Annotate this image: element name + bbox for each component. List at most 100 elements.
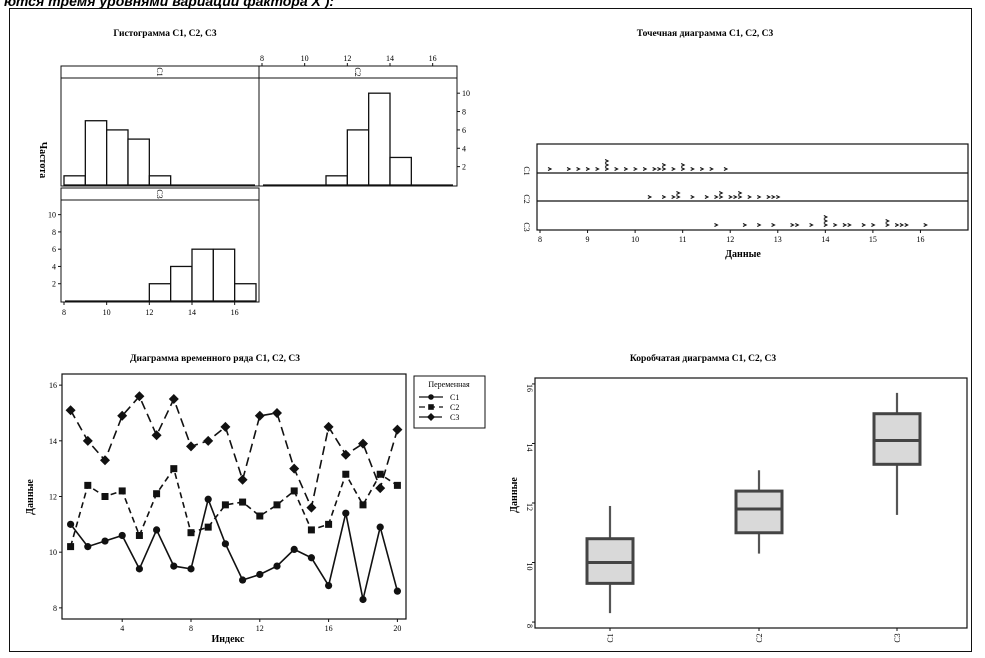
dotplot-dot: [671, 195, 676, 199]
timeseries-point: [151, 430, 162, 441]
timeseries-ytick-label: 8: [53, 604, 57, 613]
timeseries-point: [204, 523, 212, 531]
dotplot-dot: [795, 223, 800, 227]
timeseries-point: [204, 495, 212, 503]
timeseries-point: [342, 470, 350, 478]
timeseries-point: [323, 421, 334, 432]
histogram-xtick-label: 8: [260, 54, 264, 63]
histogram-bar: [84, 120, 108, 186]
timeseries-point: [375, 483, 386, 494]
dotplot-dot: [833, 223, 838, 227]
timeseries-point: [340, 449, 351, 460]
timeseries-point: [392, 424, 403, 435]
boxplot-title: Коробчатая диаграмма C1, C2, C3: [630, 353, 776, 364]
dotplot-dot: [676, 195, 681, 199]
timeseries-point: [256, 512, 264, 520]
dotplot-dot: [771, 195, 776, 199]
histogram-panel-label: C1: [155, 67, 164, 76]
histogram-bar: [191, 248, 214, 302]
dotplot-dot: [652, 167, 657, 171]
timeseries-ytick-label: 10: [49, 548, 57, 557]
dotplot-dot: [737, 191, 743, 195]
dotplot-dot: [690, 167, 695, 171]
histogram-bar: [325, 175, 348, 186]
timeseries-point: [187, 565, 195, 573]
histogram-panel-c2: C2 2 4 6 8 10 8 10 12 14 16: [258, 54, 470, 187]
timeseries-point: [203, 435, 214, 446]
timeseries-point: [342, 509, 350, 517]
timeseries-point: [237, 474, 248, 485]
timeseries-point: [118, 531, 126, 540]
histogram-bar: [148, 175, 172, 186]
timeseries-point: [376, 523, 384, 531]
boxplot-box: [734, 489, 784, 535]
dotplot-title: Точечная диаграмма C1, C2, C3: [637, 29, 774, 39]
timeseries-point: [376, 470, 384, 478]
timeseries-line-c1: [69, 496, 399, 600]
histogram-xtick-label: 12: [145, 308, 153, 317]
timeseries-point: [135, 565, 143, 573]
dotplot-dot: [566, 167, 572, 171]
boxplot-xtick-label: C2: [755, 633, 764, 642]
timeseries-point: [359, 595, 367, 604]
dotplot-dot: [604, 167, 610, 171]
dotplot-chart: Точечная диаграмма C1, C2, C3 C1 C2 C3 8 9 10 1…: [522, 29, 969, 260]
timeseries-point: [290, 545, 298, 553]
timeseries-point: [101, 537, 109, 545]
dotplot-dot: [714, 195, 719, 199]
dotplot-dot: [690, 195, 695, 199]
legend-frame: [413, 375, 486, 429]
boxplot-chart: Коробчатая диаграмма C1, C2, C3 C1 C2 C3 8 10…: [509, 353, 968, 643]
timeseries-point: [67, 520, 75, 528]
boxplot-ytick-label: 12: [525, 503, 534, 511]
timeseries-point: [170, 562, 178, 570]
histogram-ytick-label: 2: [52, 280, 56, 289]
dotplot-dot: [823, 219, 829, 223]
timeseries-point: [393, 587, 401, 595]
histogram-bar: [234, 283, 257, 302]
boxplot-ylabel: Данные: [509, 477, 520, 513]
timeseries-point: [307, 526, 315, 534]
timeseries-title: Диаграмма временного ряда C1, C2, C3: [130, 354, 300, 364]
timeseries-point: [84, 481, 92, 489]
timeseries-ytick-label: 14: [49, 437, 57, 446]
dotplot-dot: [633, 167, 638, 171]
timeseries-point: [254, 410, 265, 421]
legend-label: C1: [450, 393, 459, 402]
dotplot-xtick-label: 13: [774, 235, 782, 244]
boxplot-ytick-label: 10: [525, 563, 534, 571]
dotplot-dot: [699, 167, 705, 171]
histogram-xtick-label: 10: [103, 308, 111, 317]
dotplot-xlabel: Данные: [725, 249, 761, 260]
dotplot-xtick-label: 10: [631, 235, 639, 244]
timeseries-point: [135, 531, 143, 539]
histogram-panel-c1: C1: [60, 65, 260, 187]
histogram-bar: [127, 138, 150, 186]
histogram-ytick-label: 10: [48, 211, 56, 220]
dotplot-dot: [823, 223, 829, 227]
dotplot-dot: [776, 195, 781, 199]
histogram-panel-c3: C3 2 4 6 8 10 8 10 12 14 16: [48, 187, 260, 317]
dotplot-dot: [842, 223, 848, 227]
boxplot-xtick-label: C1: [606, 633, 615, 642]
dotplot-xtick-label: 11: [679, 235, 687, 244]
timeseries-point: [221, 501, 229, 509]
dotplot-dot: [885, 219, 890, 223]
dotplot-dot: [595, 167, 600, 171]
dotplot-dot: [585, 167, 591, 171]
timeseries-frame: [61, 373, 407, 620]
timeseries-line-c2: [69, 466, 398, 547]
dotplot-row-label: C1: [522, 166, 531, 175]
timeseries-line-c3: [69, 394, 399, 511]
dotplot-dot: [671, 167, 676, 171]
dotplot-dot: [885, 223, 890, 227]
dotplot-dot: [547, 167, 553, 171]
dotplot-dot: [728, 195, 733, 199]
dotplot-dot: [771, 223, 776, 227]
histogram-chart: Гистограмма C1, C2, C3 C1 C2 2 4 6 8 10 8 10 12 14 1…: [37, 29, 470, 317]
dotplot-dot: [894, 223, 900, 227]
timeseries-point: [290, 487, 298, 495]
dotplot-row-label: C3: [522, 222, 531, 231]
